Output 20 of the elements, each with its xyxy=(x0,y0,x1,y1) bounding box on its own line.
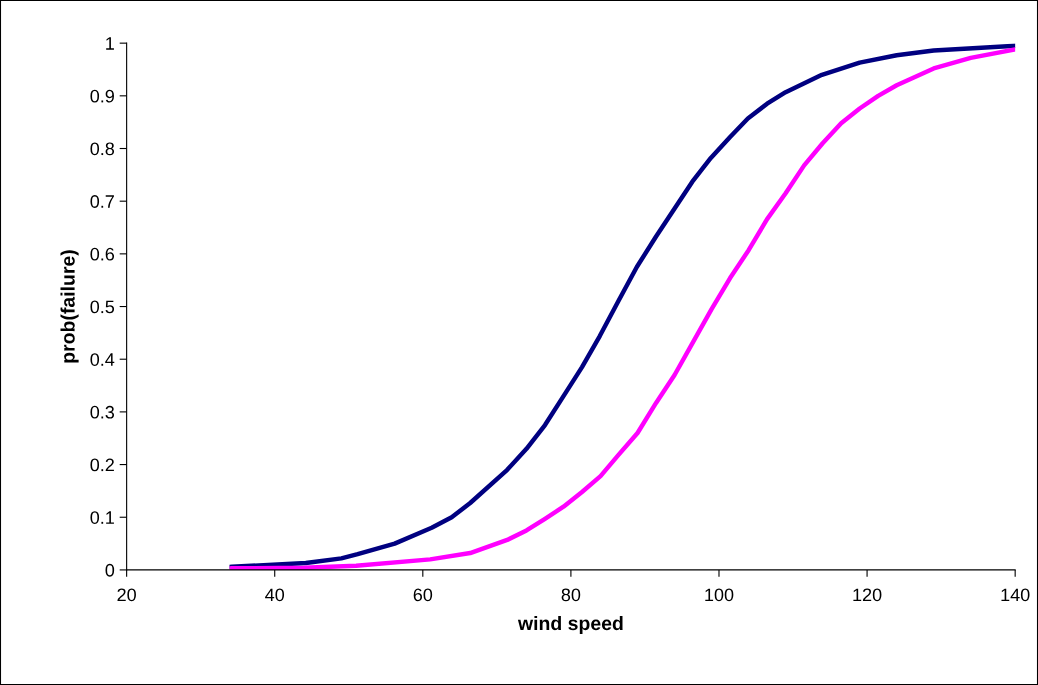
y-tick-label: 0.2 xyxy=(90,458,114,472)
x-axis-title: wind speed xyxy=(517,615,623,635)
x-tick-label: 100 xyxy=(705,588,734,602)
y-tick-label: 0.7 xyxy=(90,195,114,208)
x-tick-label: 80 xyxy=(561,588,581,602)
y-tick-label: 0.9 xyxy=(90,89,114,103)
x-tick-label: 60 xyxy=(413,588,433,602)
y-tick-label: 0.8 xyxy=(90,142,115,156)
x-tick-label: 20 xyxy=(117,588,136,602)
y-tick-label: 0.1 xyxy=(90,511,114,524)
y-tick-label: 0.3 xyxy=(90,405,115,419)
y-axis-title: prob(failure) xyxy=(60,250,79,363)
y-tick-label: 0.6 xyxy=(90,247,115,261)
y-tick-label: 0 xyxy=(105,563,115,577)
x-tick-label: 140 xyxy=(1001,588,1030,602)
y-tick-label: 0.5 xyxy=(90,300,115,314)
x-tick-label: 40 xyxy=(265,588,285,602)
x-tick-label: 120 xyxy=(853,588,882,602)
y-tick-label: 0.4 xyxy=(90,353,115,366)
y-tick-label: 1 xyxy=(106,37,114,50)
